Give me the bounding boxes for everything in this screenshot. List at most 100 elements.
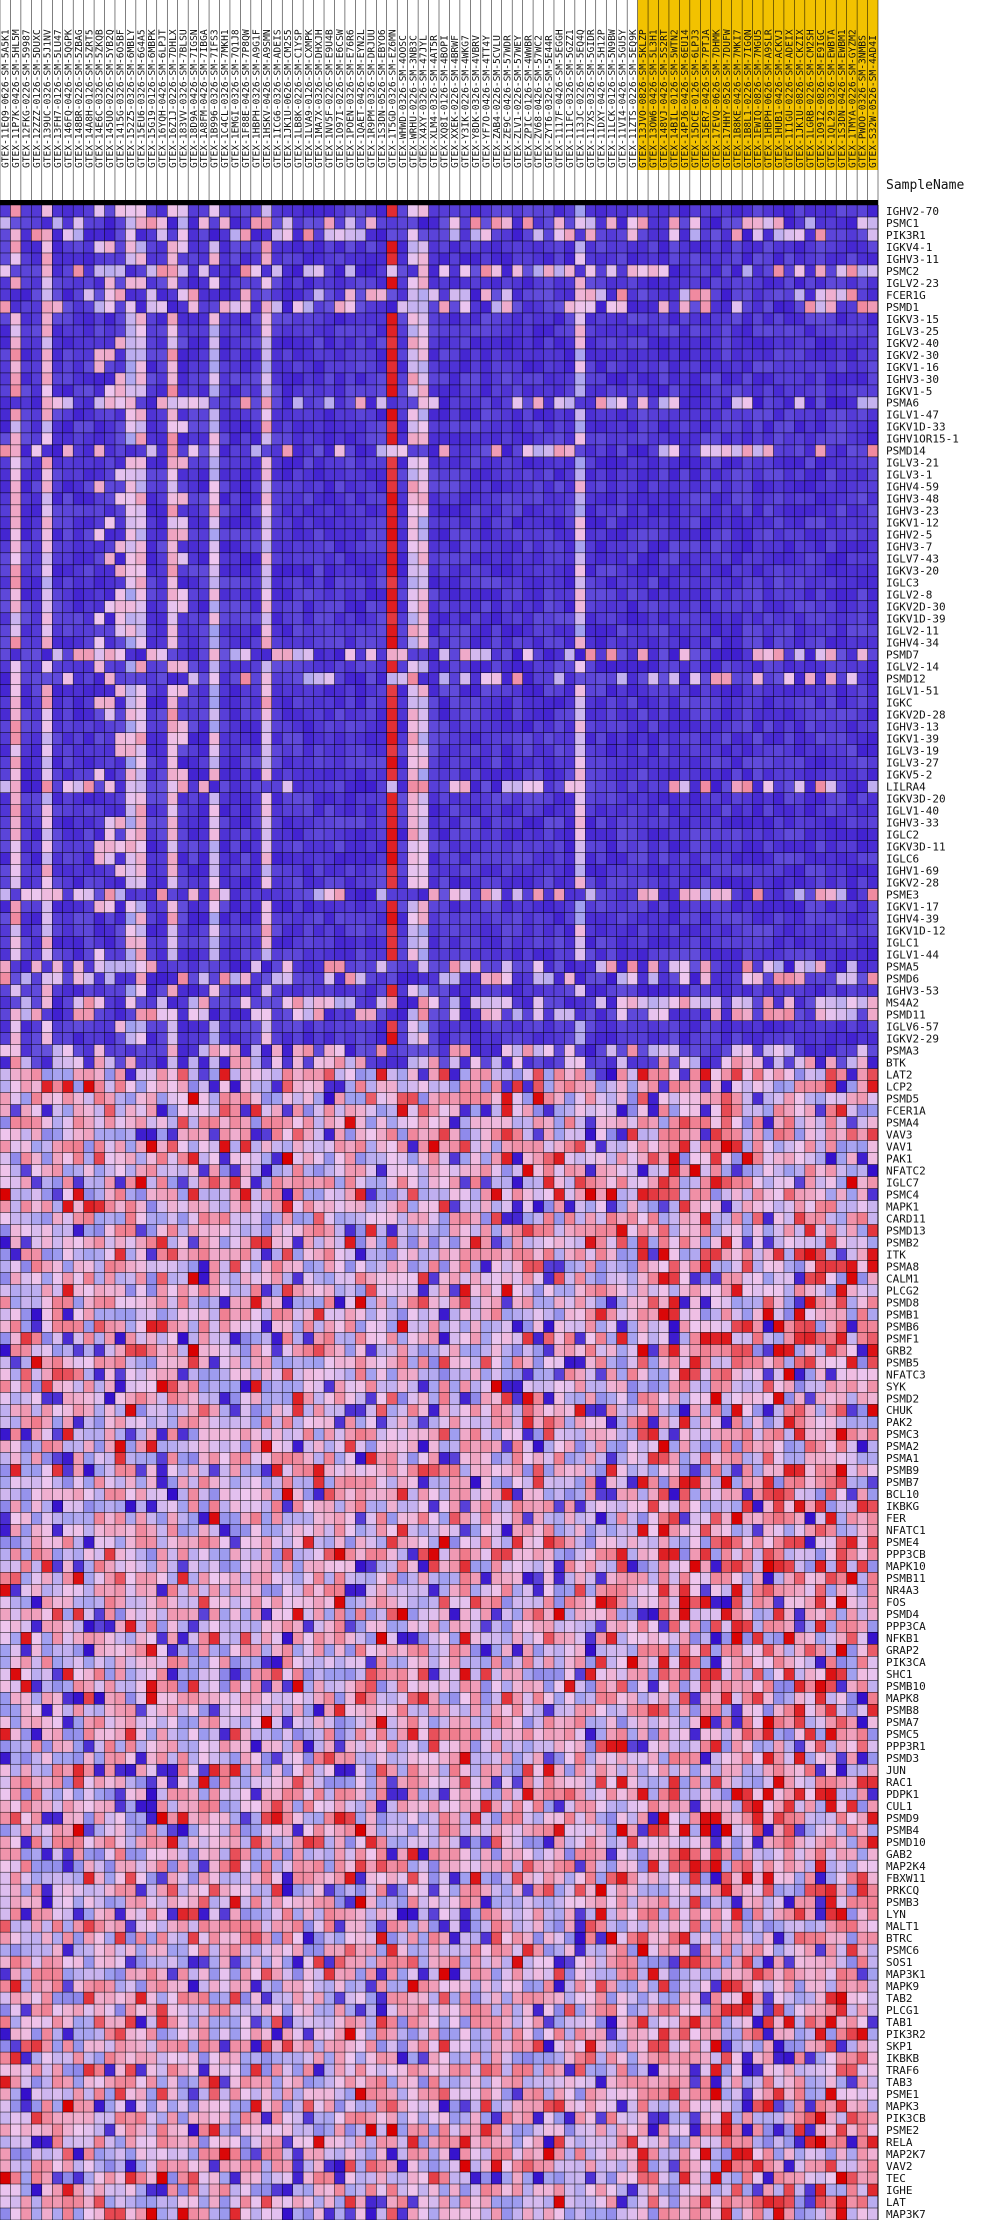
heatmap-cell [637,720,649,734]
heatmap-cell [564,636,576,650]
heatmap-cell [365,792,377,805]
heatmap-cell [721,408,732,422]
heatmap-cell [867,372,879,386]
heatmap-cell [512,240,523,254]
heatmap-cell [742,732,753,746]
heatmap-cell [794,816,806,829]
heatmap-cell [41,372,53,386]
heatmap-cell [313,396,325,410]
heatmap-cell [198,744,210,758]
heatmap-cell [94,792,105,805]
heatmap-cell [449,228,461,242]
heatmap-cell [303,420,314,434]
heatmap-cell [836,444,847,458]
heatmap-cell [522,228,534,242]
heatmap-cell [480,648,492,662]
heatmap-cell [752,792,764,805]
heatmap-cell [459,420,471,434]
heatmap-cell [219,408,231,422]
heatmap-cell [324,804,335,817]
heatmap-cell [73,504,84,518]
heatmap-cell [177,648,189,662]
heatmap-cell [219,348,231,362]
heatmap-cell [62,312,74,326]
heatmap-cell [188,564,199,578]
heatmap-cell [637,288,649,302]
heatmap-cell [125,492,137,506]
heatmap-cell [501,300,513,314]
heatmap-cell [292,444,304,458]
heatmap-cell [334,588,346,602]
heatmap-cell [303,408,314,422]
heatmap-cell [710,408,722,422]
heatmap-cell [836,576,847,590]
heatmap-cell [0,228,11,242]
heatmap-cell [522,612,534,626]
heatmap-cell [731,768,743,782]
heatmap-cell [585,612,597,626]
heatmap-cell [114,912,126,925]
heatmap-cell [606,480,617,494]
heatmap-cell [62,516,74,530]
heatmap-cell [846,228,858,242]
heatmap-cell [512,480,523,494]
heatmap-cell [365,216,377,230]
heatmap-cell [606,816,617,829]
heatmap-cell [846,648,858,662]
heatmap-cell [857,708,868,722]
heatmap-cell [177,804,189,817]
heatmap-cell [470,324,482,338]
heatmap-cell [397,516,408,530]
heatmap-cell [543,228,555,242]
heatmap-cell [428,720,440,734]
heatmap-cell [689,264,701,278]
heatmap-cell [303,372,314,386]
heatmap-cell [867,696,879,710]
heatmap-cell [0,288,11,302]
heatmap-cell [167,444,178,458]
heatmap-cell [867,240,879,254]
heatmap-cell [574,888,586,901]
heatmap-cell [742,360,753,374]
heatmap-cell [689,804,701,817]
heatmap-cell [198,216,210,230]
heatmap-cell [114,216,126,230]
heatmap-cell [386,468,398,482]
heatmap-cell [731,432,743,446]
heatmap-cell [114,384,126,398]
heatmap-cell [376,205,388,218]
heatmap-cell [397,336,408,350]
heatmap-cell [627,588,638,602]
heatmap-cell [783,420,795,434]
heatmap-cell [229,288,241,302]
heatmap-cell [177,636,189,650]
heatmap-cell [418,504,429,518]
heatmap-cell [376,756,388,770]
heatmap-cell [334,888,346,901]
heatmap-cell [627,324,638,338]
heatmap-cell [449,252,461,266]
heatmap-cell [564,360,576,374]
heatmap-cell [595,384,607,398]
heatmap-cell [10,636,22,650]
heatmap-cell [783,276,795,290]
heatmap-cell [836,648,847,662]
heatmap-cell [188,408,199,422]
heatmap-cell [292,264,304,278]
heatmap-cell [428,696,440,710]
heatmap-cell [553,708,565,722]
heatmap-cell [0,768,11,782]
heatmap-cell [742,660,753,674]
heatmap-cell [574,444,586,458]
heatmap-cell [804,672,816,686]
heatmap-cell [344,888,356,901]
heatmap-cell [146,216,158,230]
heatmap-cell [836,408,847,422]
heatmap-cell [752,840,764,853]
heatmap-cell [804,852,816,865]
heatmap-cell [470,756,482,770]
heatmap-cell [271,624,283,638]
heatmap-cell [167,264,178,278]
heatmap-cell [125,336,137,350]
heatmap-cell [156,300,168,314]
